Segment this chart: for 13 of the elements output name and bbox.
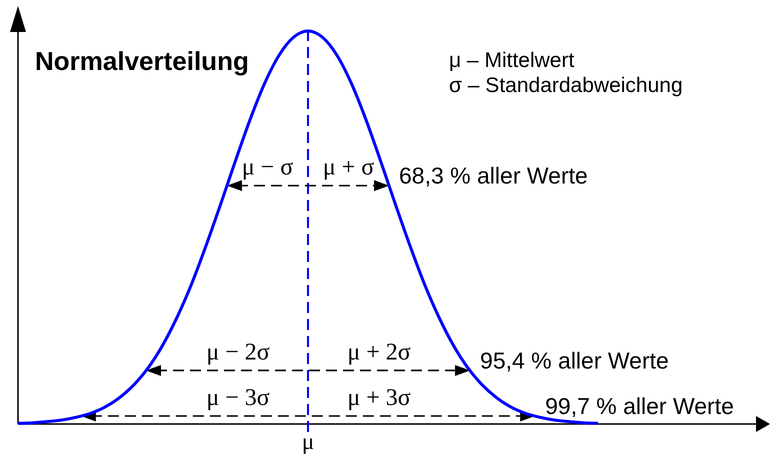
annotation: μ + 3σ (347, 385, 411, 411)
annotation: μ − σ (242, 154, 294, 181)
annotation: 68,3 % aller Werte (399, 162, 588, 189)
annotation: μ + 2σ (347, 339, 411, 366)
annotation: μ – Mittelwert (449, 49, 574, 72)
annotation: 99,7 % aller Werte (545, 393, 734, 419)
annotation: μ − 3σ (206, 385, 270, 411)
annotation: μ + σ (322, 154, 374, 181)
annotation: μ − 2σ (206, 339, 270, 366)
text: Normalverteilung (35, 46, 249, 76)
annotation: σ – Standardabweichung (449, 74, 683, 97)
annotation: 95,4 % aller Werte (480, 347, 669, 374)
text: μ (302, 429, 314, 454)
